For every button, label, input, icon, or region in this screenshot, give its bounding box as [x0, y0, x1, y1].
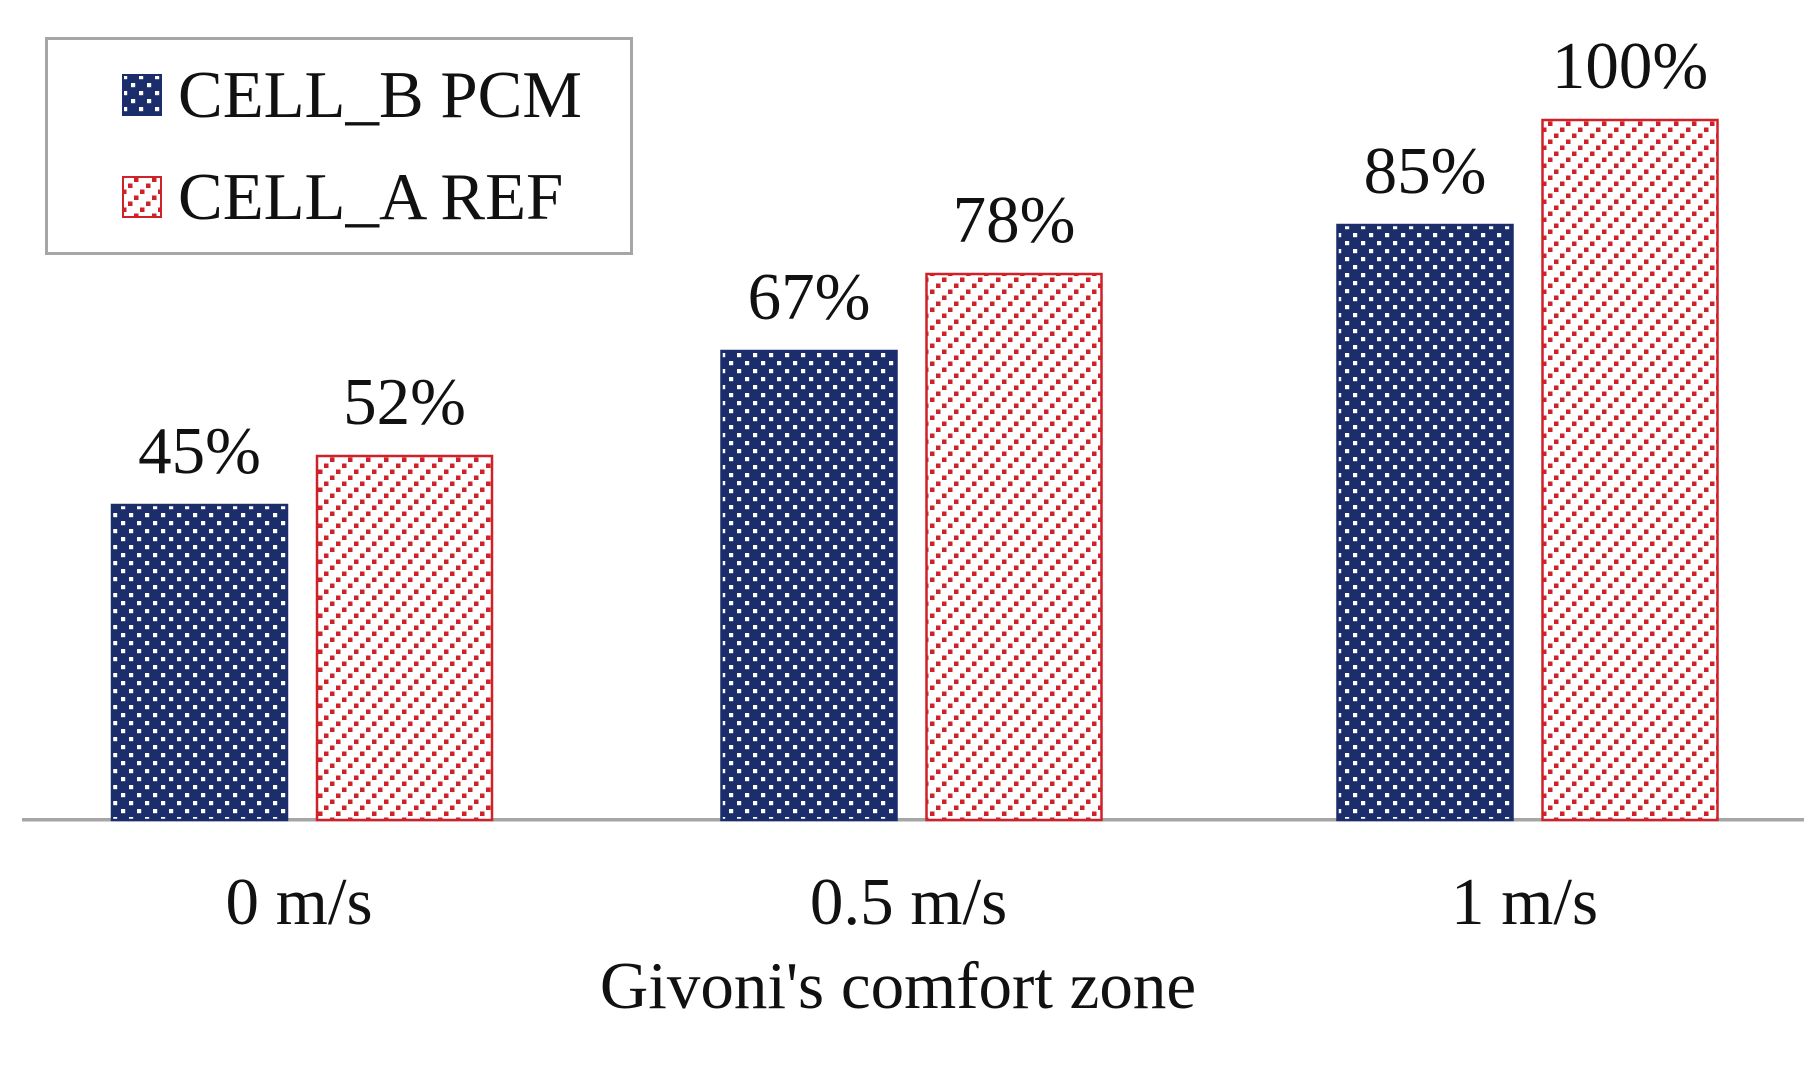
value-label-cell-b-pcm-0-5-m-s: 67% [747, 260, 871, 334]
x-tick-label-0-5-m-s: 0.5 m/s [809, 865, 1008, 939]
value-label-cell-b-pcm-1-m-s: 85% [1363, 134, 1487, 208]
bar-cell-b-pcm-0-5-m-s [720, 349, 898, 822]
bar-cell-a-ref-0-m-s [315, 454, 494, 822]
legend-label-cella: CELL_A REF [178, 159, 564, 234]
bar-cell-a-ref-0-5-m-s [925, 272, 1103, 822]
cella-hatched-pattern-swatch-icon [122, 176, 162, 218]
value-label-cell-b-pcm-0-m-s: 45% [138, 414, 261, 488]
value-label-cell-a-ref-0-m-s: 52% [343, 365, 466, 439]
legend: CELL_B PCM CELL_A REF [45, 37, 633, 255]
value-label-cell-a-ref-0-5-m-s: 78% [952, 183, 1076, 257]
bar-cell-a-ref-1-m-s [1541, 118, 1719, 822]
x-tick-label-0-m-s: 0 m/s [225, 865, 373, 939]
bar-cell-b-pcm-0-m-s [110, 503, 289, 822]
value-label-cell-a-ref-1-m-s: 100% [1551, 29, 1709, 103]
legend-label-cellb: CELL_B PCM [178, 57, 582, 132]
bar-cell-b-pcm-1-m-s [1336, 223, 1514, 822]
legend-item-cella: CELL_A REF [122, 163, 630, 231]
legend-item-cellb: CELL_B PCM [122, 61, 630, 129]
bars-group [110, 118, 1719, 822]
x-axis-line [22, 818, 1804, 822]
x-tick-label-1-m-s: 1 m/s [1450, 865, 1599, 939]
x-axis-title: Givoni's comfort zone [599, 949, 1197, 1023]
cellb-dotted-pattern-swatch-icon [122, 74, 162, 116]
